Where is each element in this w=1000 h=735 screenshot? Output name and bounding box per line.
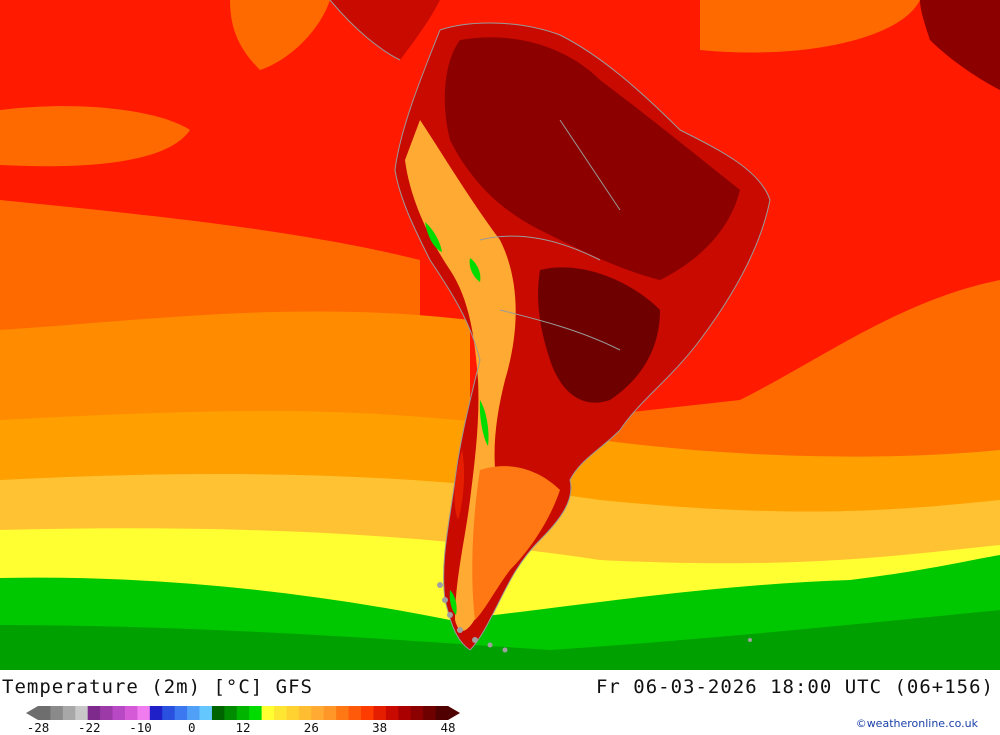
map-region-red-chile (454, 450, 465, 520)
legend-swatch (373, 706, 387, 720)
legend-swatch (112, 706, 126, 720)
source-credit[interactable]: ©weatheronline.co.uk (855, 717, 978, 730)
legend-swatch (398, 706, 412, 720)
map-title: Temperature (2m) [°C] GFS (2, 676, 313, 698)
map-region-darkred-north (444, 37, 740, 280)
legend-tick-label: 26 (303, 720, 319, 735)
legend-swatch (38, 706, 51, 720)
legend-tick-label: 12 (235, 720, 251, 735)
legend-swatch (149, 706, 163, 720)
map-region-darkred-center (538, 267, 660, 403)
legend-swatch (87, 706, 101, 720)
legend-swatch (286, 706, 300, 720)
legend-swatch (174, 706, 188, 720)
map-region-green-andes-3 (479, 400, 489, 446)
map-region-orange-patagonia (472, 466, 560, 620)
map-region-green-andes-1 (425, 222, 442, 252)
map-footer: Temperature (2m) [°C] GFS Fr 06-03-2026 … (0, 670, 1000, 735)
legend-swatch (261, 706, 275, 720)
legend-swatch (249, 706, 263, 720)
legend-swatch (274, 706, 287, 720)
legend-swatch (323, 706, 337, 720)
patagonia-islands (437, 582, 752, 653)
africa-corner-landmass (920, 0, 1000, 90)
legend-swatch (224, 706, 238, 720)
map-region-green-andes-2 (469, 258, 481, 282)
legend-arrow-right (448, 706, 460, 720)
legend-tick-label: -28 (26, 720, 50, 735)
map-band-dark-green (0, 610, 1000, 670)
legend-arrow-left (26, 706, 38, 720)
legend-swatch (100, 706, 114, 720)
legend-swatch (311, 706, 325, 720)
forecast-datetime: Fr 06-03-2026 18:00 UTC (06+156) (595, 676, 994, 698)
color-legend-bar (26, 706, 460, 720)
legend-tick-label: -22 (77, 720, 101, 735)
legend-swatch (236, 706, 250, 720)
legend-swatch (137, 706, 151, 720)
legend-swatch (124, 706, 138, 720)
map-patch-orange-ne (700, 0, 920, 53)
legend-tick-label: 38 (372, 720, 388, 735)
legend-swatch (385, 706, 399, 720)
legend-swatch (298, 706, 312, 720)
legend-swatch (187, 706, 201, 720)
legend-tick-label: 0 (187, 720, 196, 735)
coastline-lines (329, 0, 771, 651)
map-patch-orange-nw (0, 106, 190, 167)
central-america-landmass (330, 0, 440, 60)
legend-swatch (435, 706, 449, 720)
legend-tick-label: -10 (129, 720, 152, 735)
legend-swatch (361, 706, 374, 720)
legend-swatch (199, 706, 213, 720)
legend-swatch (62, 706, 76, 720)
legend-swatch (211, 706, 225, 720)
legend-swatch (162, 706, 176, 720)
legend-tick-label: 48 (440, 720, 456, 735)
legend-swatch (410, 706, 424, 720)
temperature-map (0, 0, 1000, 670)
legend-swatch (50, 706, 64, 720)
legend-swatch (423, 706, 437, 720)
legend-swatch (75, 706, 89, 720)
legend-swatch (336, 706, 350, 720)
map-patch-orange-n (230, 0, 330, 70)
legend-swatch (348, 706, 362, 720)
map-region-green-tierra (449, 590, 457, 615)
